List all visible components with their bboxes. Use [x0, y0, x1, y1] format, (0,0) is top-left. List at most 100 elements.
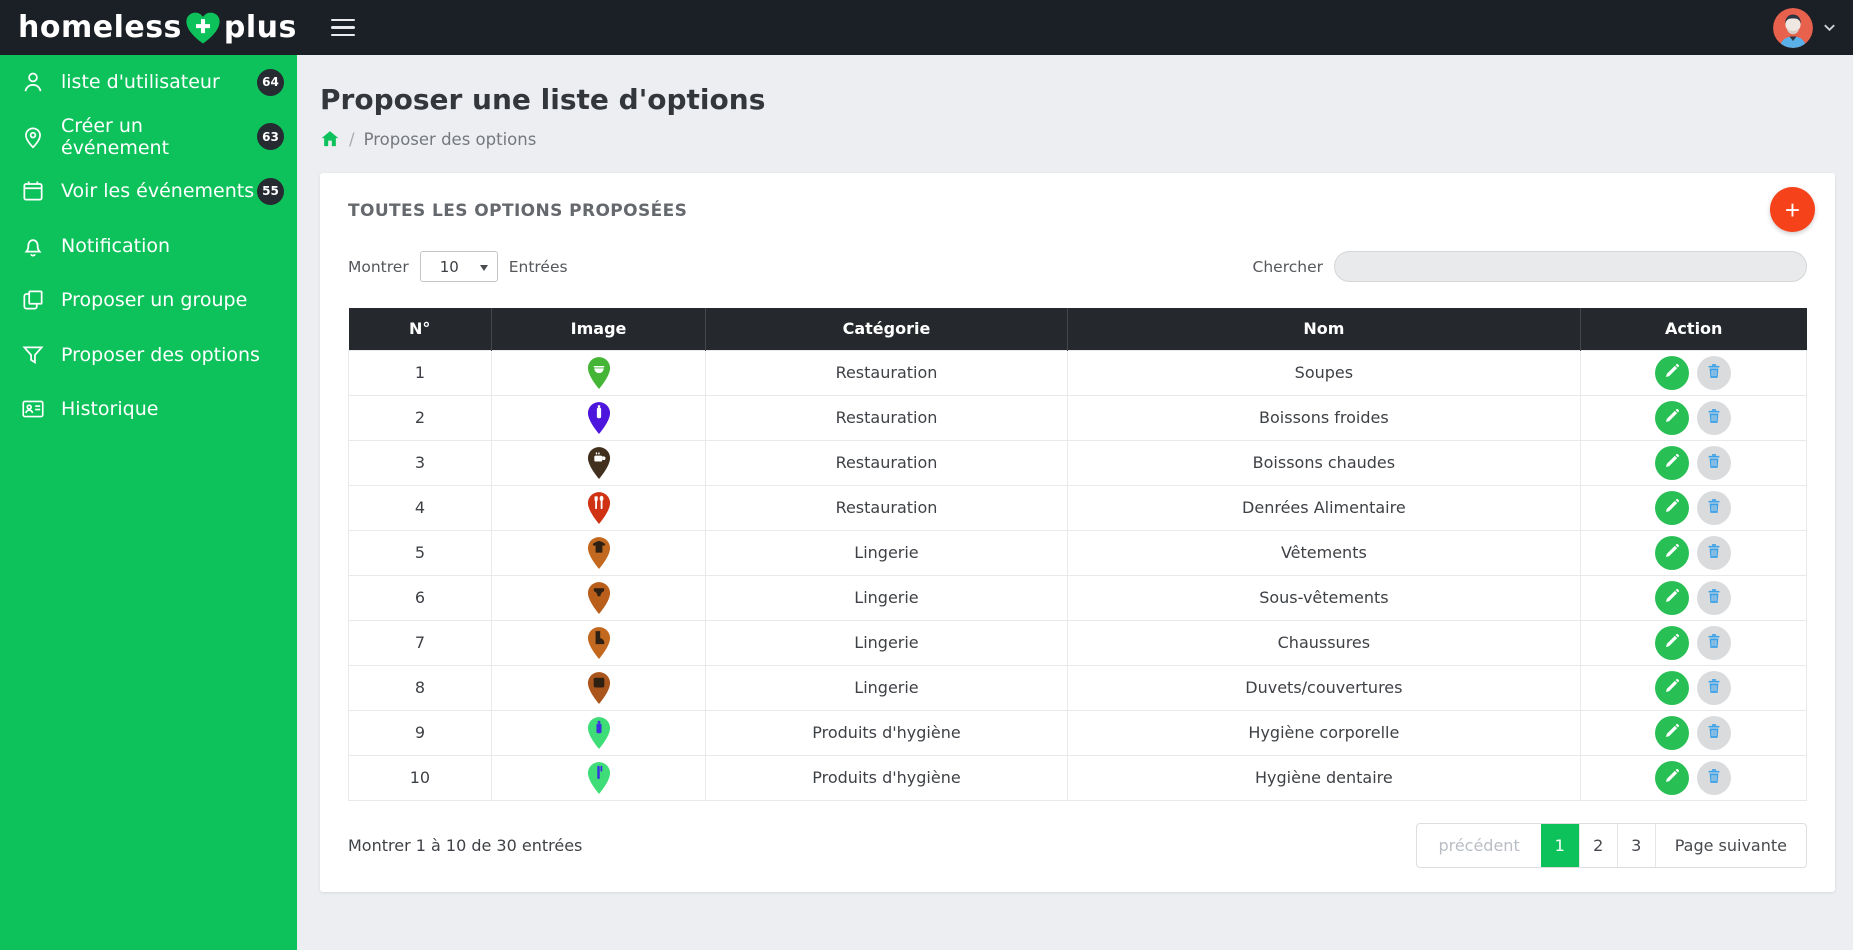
cell-action	[1579, 349, 1808, 396]
sidebar-item-notification[interactable]: Notification	[0, 219, 297, 274]
column-header[interactable]: Action	[1580, 308, 1807, 350]
delete-button[interactable]	[1697, 625, 1732, 660]
edit-button[interactable]	[1655, 670, 1690, 705]
delete-button[interactable]	[1697, 355, 1732, 390]
length-label-before: Montrer	[348, 257, 409, 276]
cell-name: Denrées Alimentaire	[1066, 484, 1581, 531]
trash-icon	[1705, 722, 1723, 743]
brand-logo[interactable]: homeless plus	[18, 10, 297, 46]
edit-button[interactable]	[1655, 625, 1690, 660]
search-input[interactable]	[1334, 251, 1807, 282]
page-1-button[interactable]: 1	[1540, 823, 1579, 867]
home-icon[interactable]	[320, 129, 340, 149]
edit-button[interactable]	[1655, 490, 1690, 525]
edit-button[interactable]	[1655, 760, 1690, 795]
column-header[interactable]: Catégorie	[705, 308, 1068, 350]
cell-action	[1579, 709, 1808, 756]
cell-image	[490, 394, 707, 441]
pencil-icon	[1663, 587, 1681, 608]
pin-shoes-icon	[587, 626, 610, 659]
table-row: 2 Restauration Boissons froides	[348, 394, 1808, 441]
sidebar-item-label: Créer un événement	[61, 114, 170, 159]
cell-category: Restauration	[705, 439, 1068, 486]
cell-num: 1	[348, 349, 492, 396]
cell-num: 3	[348, 439, 492, 486]
breadcrumb-separator: /	[349, 129, 355, 149]
column-header[interactable]: N°	[348, 308, 492, 350]
cell-category: Restauration	[705, 484, 1068, 531]
edit-button[interactable]	[1655, 445, 1690, 480]
cell-image	[490, 709, 707, 756]
delete-button[interactable]	[1697, 670, 1732, 705]
edit-button[interactable]	[1655, 715, 1690, 750]
cell-action	[1579, 754, 1808, 801]
cell-image	[490, 574, 707, 621]
page-length-select[interactable]: 10	[419, 251, 498, 282]
page-length-value: 10	[439, 257, 459, 276]
table-row: 7 Lingerie Chaussures	[348, 619, 1808, 666]
pencil-icon	[1663, 362, 1681, 383]
column-header[interactable]: Image	[491, 308, 707, 350]
sidebar-item-badge: 63	[257, 123, 284, 151]
sidebar-item-badge: 55	[257, 177, 284, 205]
edit-button[interactable]	[1655, 580, 1690, 615]
sidebar-item-propose-options[interactable]: Proposer des options	[0, 328, 297, 383]
delete-button[interactable]	[1697, 490, 1732, 525]
table-row: 9 Produits d'hygiène Hygiène corporelle	[348, 709, 1808, 756]
cell-image	[490, 349, 707, 396]
add-option-button[interactable]: +	[1770, 187, 1815, 232]
delete-button[interactable]	[1697, 580, 1732, 615]
chevron-down-icon[interactable]	[1822, 20, 1837, 35]
delete-button[interactable]	[1697, 715, 1732, 750]
delete-button[interactable]	[1697, 445, 1732, 480]
sidebar-item-create-event[interactable]: Créer un événement 63	[0, 110, 297, 165]
pencil-icon	[1663, 677, 1681, 698]
options-card: TOUTES LES OPTIONS PROPOSÉES + Montrer 1…	[320, 173, 1835, 892]
cell-image	[490, 619, 707, 666]
edit-button[interactable]	[1655, 355, 1690, 390]
table-row: 1 Restauration Soupes	[348, 349, 1808, 396]
sidebar-item-view-events[interactable]: Voir les événements 55	[0, 164, 297, 219]
pin-toothbrush-icon	[587, 761, 610, 794]
breadcrumb-current: Proposer des options	[363, 129, 537, 149]
brand-part1: homeless	[18, 10, 182, 45]
cell-action	[1579, 484, 1808, 531]
cell-name: Boissons chaudes	[1066, 439, 1581, 486]
cell-name: Boissons froides	[1066, 394, 1581, 441]
pin-underwear-icon	[587, 581, 610, 614]
sidebar-item-users[interactable]: liste d'utilisateur 64	[0, 55, 297, 110]
cell-image	[490, 529, 707, 576]
hamburger-menu-icon[interactable]	[330, 18, 355, 37]
main-content: Proposer une liste d'options / Proposer …	[297, 55, 1853, 950]
column-header[interactable]: Nom	[1067, 308, 1581, 350]
table-row: 3 Restauration Boissons chaudes	[348, 439, 1808, 486]
cell-num: 8	[348, 664, 492, 711]
edit-button[interactable]	[1655, 535, 1690, 570]
filter-icon	[20, 342, 46, 368]
avatar[interactable]	[1773, 7, 1813, 48]
cell-category: Produits d'hygiène	[705, 709, 1068, 756]
sidebar-item-history[interactable]: Historique	[0, 382, 297, 437]
edit-button[interactable]	[1655, 400, 1690, 435]
page-3-button[interactable]: 3	[1616, 823, 1655, 867]
layers-icon	[20, 287, 46, 313]
delete-button[interactable]	[1697, 535, 1732, 570]
sidebar-item-propose-group[interactable]: Proposer un groupe	[0, 273, 297, 328]
page-2-button[interactable]: 2	[1578, 823, 1617, 867]
cell-category: Lingerie	[705, 574, 1068, 621]
next-page-button[interactable]: Page suivante	[1654, 823, 1806, 867]
pin-cutlery-icon	[587, 491, 610, 524]
bell-icon	[20, 233, 46, 259]
sidebar: liste d'utilisateur 64 Créer un événemen…	[0, 55, 297, 950]
cell-name: Soupes	[1066, 349, 1581, 396]
cell-num: 7	[348, 619, 492, 666]
previous-page-button[interactable]: précédent	[1438, 835, 1520, 855]
heart-plus-icon	[186, 12, 220, 43]
table-row: 6 Lingerie Sous-vêtements	[348, 574, 1808, 621]
length-label-after: Entrées	[508, 257, 568, 276]
sidebar-item-label: liste d'utilisateur	[61, 71, 220, 94]
delete-button[interactable]	[1697, 760, 1732, 795]
pin-soup-icon	[587, 356, 610, 389]
delete-button[interactable]	[1697, 400, 1732, 435]
